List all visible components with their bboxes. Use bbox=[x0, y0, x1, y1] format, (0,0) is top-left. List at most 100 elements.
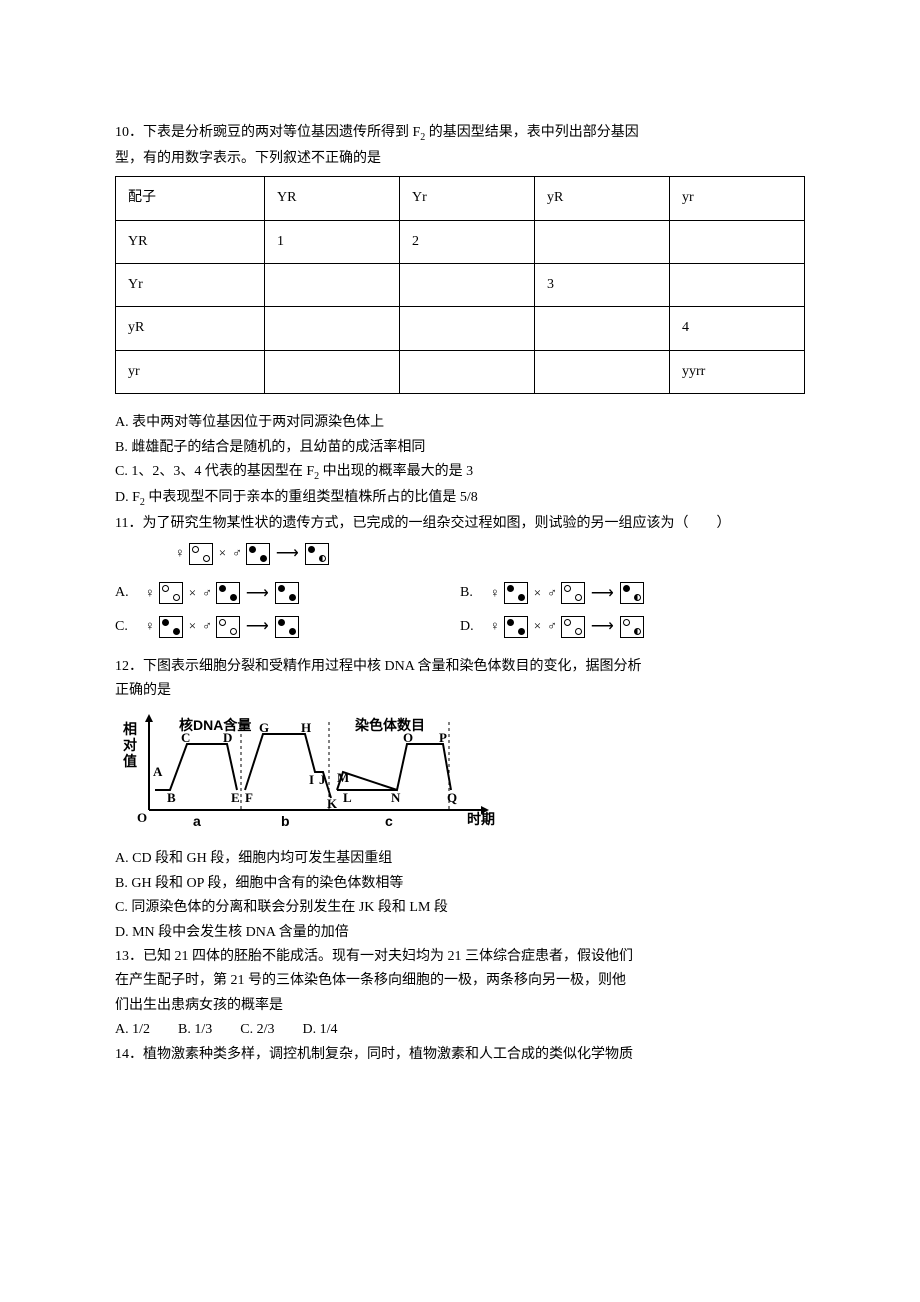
chart-title-right: 染色体数目 bbox=[355, 717, 425, 733]
q12-svg: 相 对 值 核DNA含量 染色体数目 A B C D bbox=[115, 710, 515, 840]
phenotype-box bbox=[620, 582, 644, 604]
q11-given-cross: ♀ × ♂ ⟶ bbox=[175, 541, 805, 567]
cell: YR bbox=[116, 220, 265, 263]
male-symbol: ♂ bbox=[232, 543, 242, 564]
pt: K bbox=[327, 796, 338, 811]
phenotype-box bbox=[159, 616, 183, 638]
pt: J bbox=[319, 772, 326, 787]
phenotype-box bbox=[275, 616, 299, 638]
cell bbox=[534, 350, 669, 393]
table-row: YR 1 2 bbox=[116, 220, 805, 263]
q13-opt-c: C. 2/3 bbox=[240, 1019, 274, 1041]
cell: yr bbox=[116, 350, 265, 393]
q11-options: A. ♀ × ♂ ⟶ B. ♀ × ♂ ⟶ C. ♀ × ♂ bbox=[115, 577, 805, 644]
dot-icon bbox=[518, 594, 525, 601]
cell: yR bbox=[534, 177, 669, 220]
dot-icon bbox=[623, 619, 630, 626]
dot-icon bbox=[162, 585, 169, 592]
pt: B bbox=[167, 790, 176, 805]
q12-prompt-1: 12．下图表示细胞分裂和受精作用过程中核 DNA 含量和染色体数目的变化，据图分… bbox=[115, 656, 805, 678]
table-row: Yr 3 bbox=[116, 263, 805, 306]
q13-opt-b: B. 1/3 bbox=[178, 1019, 212, 1041]
pt: O bbox=[403, 730, 413, 745]
origin-label: O bbox=[137, 810, 147, 825]
cell bbox=[669, 263, 804, 306]
curve-a bbox=[155, 744, 237, 790]
q10-prompt-2: 型，有的用数字表示。下列叙述不正确的是 bbox=[115, 148, 805, 170]
cell: yR bbox=[116, 307, 265, 350]
cell: YR bbox=[265, 177, 400, 220]
q13-l1: 13．已知 21 四体的胚胎不能成活。现有一对夫妇均为 21 三体综合症患者，假… bbox=[115, 946, 805, 968]
cell bbox=[534, 220, 669, 263]
q10-table-wrap: 配子 YR Yr yR yr YR 1 2 Yr 3 yR bbox=[115, 176, 805, 394]
pt: F bbox=[245, 790, 253, 805]
pt: D bbox=[223, 730, 232, 745]
dot-icon bbox=[308, 546, 315, 553]
dot-icon bbox=[289, 628, 296, 635]
q10-opt-b: B. 雌雄配子的结合是随机的，且幼苗的成活率相同 bbox=[115, 437, 805, 459]
q11-opt-b: B. ♀ × ♂ ⟶ bbox=[460, 581, 805, 607]
q13-l2: 在产生配子时，第 21 号的三体染色体一条移向细胞的一极，两条移向另一极，则他 bbox=[115, 970, 805, 992]
phenotype-box bbox=[216, 616, 240, 638]
table-row: yR 4 bbox=[116, 307, 805, 350]
dot-icon bbox=[230, 628, 237, 635]
question-11: 11．为了研究生物某性状的遗传方式，已完成的一组杂交过程如图，则试验的另一组应该… bbox=[115, 513, 805, 644]
dot-icon bbox=[634, 628, 641, 635]
q11-prompt: 11．为了研究生物某性状的遗传方式，已完成的一组杂交过程如图，则试验的另一组应该… bbox=[115, 513, 805, 535]
phenotype-box bbox=[620, 616, 644, 638]
dot-icon bbox=[173, 628, 180, 635]
q10-opt-d: D. F2 中表现型不同于亲本的重组类型植株所占的比值是 5/8 bbox=[115, 487, 805, 511]
q10-opt-a: A. 表中两对等位基因位于两对同源染色体上 bbox=[115, 412, 805, 434]
pt: C bbox=[181, 730, 190, 745]
pt: E bbox=[231, 790, 240, 805]
pt: M bbox=[337, 770, 349, 785]
cell bbox=[669, 220, 804, 263]
dot-icon bbox=[203, 555, 210, 562]
cell: 2 bbox=[400, 220, 535, 263]
dot-icon bbox=[219, 619, 226, 626]
phenotype-box bbox=[159, 582, 183, 604]
table-row: 配子 YR Yr yR yr bbox=[116, 177, 805, 220]
q11-opt-c: C. ♀ × ♂ ⟶ bbox=[115, 614, 460, 640]
dot-icon bbox=[192, 546, 199, 553]
cell bbox=[265, 307, 400, 350]
question-14: 14．植物激素种类多样，调控机制复杂，同时，植物激素和人工合成的类似化学物质 bbox=[115, 1044, 805, 1066]
phenotype-box bbox=[216, 582, 240, 604]
female-symbol: ♀ bbox=[175, 543, 185, 564]
q14-l1: 14．植物激素种类多样，调控机制复杂，同时，植物激素和人工合成的类似化学物质 bbox=[115, 1044, 805, 1066]
cell: yyrr bbox=[669, 350, 804, 393]
cell: yr bbox=[669, 177, 804, 220]
pt: A bbox=[153, 764, 163, 779]
arrow-icon: ⟶ bbox=[591, 614, 614, 640]
question-10: 10．下表是分析豌豆的两对等位基因遗传所得到 F2 的基因型结果，表中列出部分基… bbox=[115, 122, 805, 511]
phenotype-box bbox=[189, 543, 213, 565]
cell bbox=[265, 263, 400, 306]
q11-opt-a: A. ♀ × ♂ ⟶ bbox=[115, 581, 460, 607]
dot-icon bbox=[278, 585, 285, 592]
ylabel: 值 bbox=[123, 753, 137, 769]
q10-options: A. 表中两对等位基因位于两对同源染色体上 B. 雌雄配子的结合是随机的，且幼苗… bbox=[115, 412, 805, 510]
dot-icon bbox=[260, 555, 267, 562]
table-row: yr yyrr bbox=[116, 350, 805, 393]
arrow-icon: ⟶ bbox=[246, 614, 269, 640]
cell: Yr bbox=[116, 263, 265, 306]
curve-c bbox=[337, 744, 451, 790]
phenotype-box bbox=[561, 582, 585, 604]
curve-b bbox=[245, 734, 331, 798]
pt: G bbox=[259, 720, 269, 735]
x-section: b bbox=[281, 813, 290, 829]
dot-icon bbox=[634, 594, 641, 601]
dot-icon bbox=[518, 628, 525, 635]
q13-l3: 们出生出患病女孩的概率是 bbox=[115, 995, 805, 1017]
cell bbox=[400, 350, 535, 393]
pt: P bbox=[439, 730, 447, 745]
q13-options: A. 1/2 B. 1/3 C. 2/3 D. 1/4 bbox=[115, 1019, 805, 1041]
cell: 4 bbox=[669, 307, 804, 350]
dot-icon bbox=[173, 594, 180, 601]
q10-prompt: 10．下表是分析豌豆的两对等位基因遗传所得到 F2 的基因型结果，表中列出部分基… bbox=[115, 122, 805, 146]
q12-prompt-2: 正确的是 bbox=[115, 680, 805, 702]
ylabel: 对 bbox=[123, 737, 137, 753]
arrow-icon: ⟶ bbox=[276, 541, 299, 567]
question-12: 12．下图表示细胞分裂和受精作用过程中核 DNA 含量和染色体数目的变化，据图分… bbox=[115, 656, 805, 944]
phenotype-box bbox=[504, 616, 528, 638]
